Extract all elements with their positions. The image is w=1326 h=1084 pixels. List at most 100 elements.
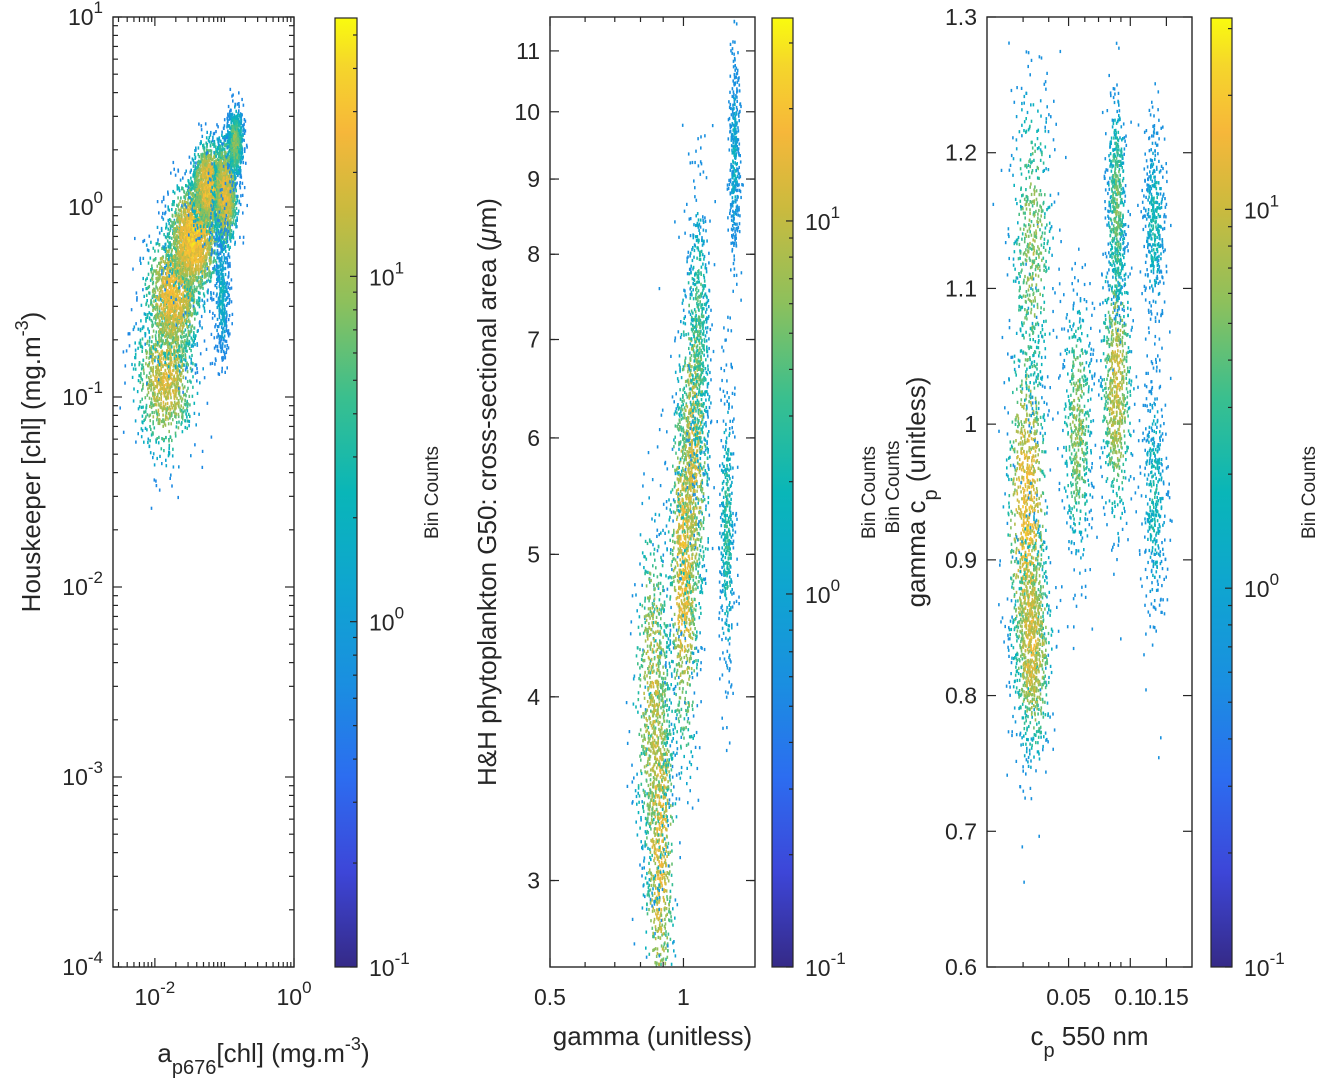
bin-cell bbox=[200, 237, 202, 241]
bin-cell bbox=[175, 244, 178, 248]
bin-cell bbox=[188, 182, 190, 186]
bin-cell bbox=[202, 269, 204, 273]
bin-cell bbox=[152, 452, 155, 456]
bin-cell bbox=[149, 366, 152, 370]
bin-cell bbox=[176, 382, 178, 386]
bin-cell bbox=[162, 333, 165, 337]
bin-cell bbox=[162, 259, 164, 264]
bin-cell bbox=[152, 422, 154, 426]
bin-cell bbox=[160, 386, 163, 390]
bin-cell bbox=[178, 314, 181, 318]
bin-cell bbox=[171, 484, 173, 488]
bin-cell bbox=[202, 145, 204, 149]
bin-cell bbox=[197, 236, 199, 241]
bin-cell bbox=[162, 330, 164, 334]
bin-cell bbox=[192, 242, 195, 246]
bin-cell bbox=[179, 251, 182, 255]
bin-cell bbox=[158, 318, 161, 322]
bin-cell bbox=[204, 266, 206, 270]
bin-cell bbox=[155, 315, 158, 319]
bin-cell bbox=[152, 352, 154, 357]
bin-cell bbox=[182, 205, 184, 209]
bin-cell bbox=[190, 192, 192, 196]
bin-cell bbox=[171, 220, 173, 225]
bin-cell bbox=[183, 285, 186, 289]
bin-cell bbox=[151, 404, 154, 408]
bin-cell bbox=[204, 227, 207, 231]
bin-cell bbox=[167, 377, 170, 381]
bin-cell bbox=[143, 371, 145, 375]
bin-cell bbox=[165, 300, 168, 304]
bin-cell bbox=[141, 397, 143, 401]
bin-cell bbox=[189, 201, 192, 205]
bin-cell bbox=[165, 435, 167, 440]
bin-cell bbox=[162, 322, 165, 326]
bin-cell bbox=[186, 241, 188, 246]
bin-cell bbox=[203, 146, 206, 150]
bin-cell bbox=[172, 447, 174, 451]
bin-cell bbox=[203, 205, 205, 209]
bin-cell bbox=[161, 333, 163, 337]
bin-cell bbox=[169, 325, 171, 329]
bin-cell bbox=[178, 268, 181, 272]
bin-cell bbox=[131, 362, 133, 367]
bin-cell bbox=[208, 259, 211, 263]
bin-cell bbox=[159, 339, 162, 343]
bin-cell bbox=[188, 216, 190, 220]
bin-cell bbox=[168, 447, 170, 451]
bin-cell bbox=[176, 401, 178, 405]
bin-cell bbox=[152, 345, 154, 349]
bin-cell bbox=[181, 204, 183, 208]
bin-cell bbox=[138, 374, 140, 378]
bin-cell bbox=[186, 335, 189, 340]
bin-cell bbox=[169, 229, 171, 233]
bin-cell bbox=[131, 375, 134, 379]
bin-cell bbox=[178, 387, 180, 391]
bin-cell bbox=[193, 207, 196, 211]
bin-cell bbox=[156, 415, 159, 419]
bin-cell bbox=[195, 312, 198, 316]
bin-cell bbox=[184, 267, 187, 271]
bin-cell bbox=[201, 246, 203, 250]
bin-cell bbox=[156, 437, 158, 441]
bin-cell bbox=[193, 181, 196, 185]
bin-cell bbox=[154, 249, 156, 253]
bin-cell bbox=[187, 319, 190, 323]
bin-cell bbox=[168, 383, 171, 387]
bin-cell bbox=[165, 305, 168, 309]
bin-cell bbox=[136, 296, 138, 300]
bin-cell bbox=[184, 197, 187, 201]
bin-cell bbox=[183, 203, 185, 207]
bin-cell bbox=[170, 396, 172, 400]
bin-cell bbox=[171, 314, 174, 318]
bin-cell bbox=[190, 286, 192, 290]
bin-cell bbox=[146, 313, 149, 317]
bin-cell bbox=[175, 412, 178, 416]
bin-cell bbox=[141, 428, 144, 433]
bin-cell bbox=[162, 217, 165, 221]
bin-cell bbox=[191, 324, 194, 328]
bin-cell bbox=[179, 409, 182, 413]
bin-cell bbox=[166, 385, 169, 389]
bin-cell bbox=[150, 300, 153, 305]
bin-cell bbox=[184, 392, 186, 396]
bin-cell bbox=[134, 363, 136, 367]
bin-cell bbox=[203, 188, 205, 192]
bin-cell bbox=[174, 434, 177, 438]
bin-cell bbox=[189, 403, 191, 407]
bin-cell bbox=[171, 304, 173, 308]
bin-cell bbox=[183, 310, 186, 314]
bin-cell bbox=[155, 438, 157, 442]
bin-cell bbox=[189, 207, 192, 211]
bin-cell bbox=[210, 292, 212, 296]
bin-cell bbox=[158, 211, 160, 215]
bin-cell bbox=[194, 263, 197, 268]
bin-cell bbox=[169, 256, 171, 260]
bin-cell bbox=[181, 299, 184, 303]
bin-cell bbox=[166, 257, 169, 262]
bin-cell bbox=[154, 315, 156, 319]
bin-cell bbox=[141, 378, 144, 382]
bin-cell bbox=[140, 427, 143, 431]
bin-cell bbox=[168, 387, 170, 391]
bin-cell bbox=[139, 327, 142, 331]
